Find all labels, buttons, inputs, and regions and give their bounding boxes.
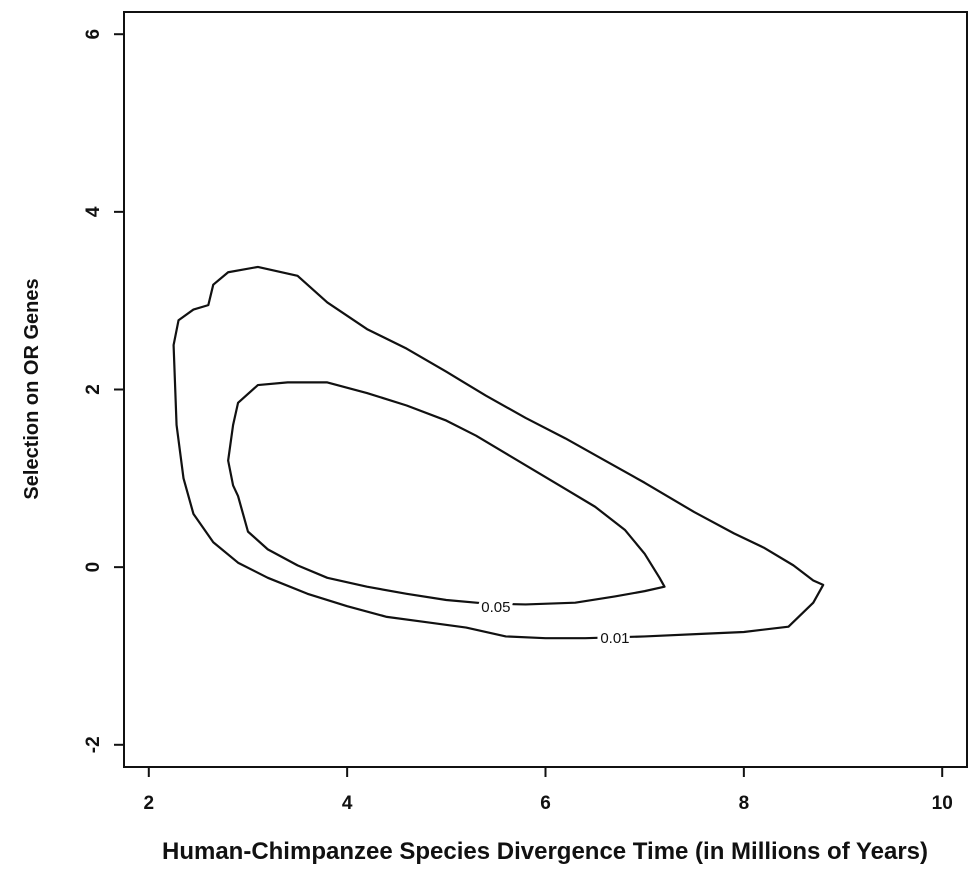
- contour-label-0.01: 0.01: [600, 630, 629, 647]
- x-tick-label-4: 4: [342, 793, 353, 814]
- y-tick-label-6: 6: [83, 29, 104, 40]
- x-tick-label-6: 6: [540, 793, 551, 814]
- x-axis: 2 4 6 8 10: [144, 767, 953, 814]
- contour-line-0.01: [172, 265, 825, 640]
- x-tick-label-10: 10: [932, 793, 953, 814]
- y-tick-label-2: 2: [83, 384, 104, 395]
- contour-line-0.05: [227, 381, 666, 606]
- plot-frame: [123, 11, 968, 768]
- x-axis-title: Human-Chimpanzee Species Divergence Time…: [162, 838, 928, 865]
- contour-layer: 0.05 0.01: [172, 265, 825, 651]
- contour-label-0.05: 0.05: [481, 599, 510, 616]
- y-axis: -2 0 2 4 6: [83, 29, 124, 753]
- y-tick-label-4: 4: [83, 206, 104, 217]
- y-tick-label-0: 0: [83, 562, 104, 573]
- y-axis-title: Selection on OR Genes: [21, 278, 43, 499]
- x-tick-label-8: 8: [739, 793, 750, 814]
- y-tick-label--2: -2: [83, 736, 104, 753]
- x-tick-label-2: 2: [144, 793, 155, 814]
